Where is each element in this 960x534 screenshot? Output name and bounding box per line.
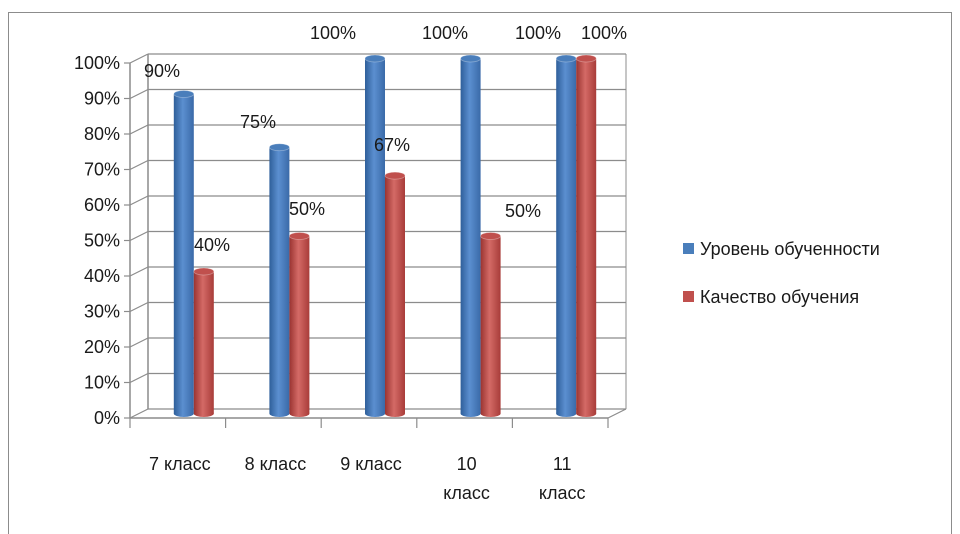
bar-bottom [556,410,577,417]
data-label: 40% [194,235,230,255]
legend-label: Качество обучения [700,287,859,307]
gridline-diag [129,53,149,64]
x-axis-ticks: 7 класс 8 класс 9 класс 10 класс 11 класс [149,454,586,503]
gridline-diag [129,301,149,313]
y-tick-label: 60% [84,195,120,215]
bar-top [460,54,482,63]
bar [173,90,195,417]
bar-bottom [460,410,481,417]
bar [268,143,290,417]
y-tick-label: 20% [84,337,120,357]
data-label: 75% [240,112,276,132]
floor-right [607,408,627,419]
x-tick-label: 9 класс [340,454,402,474]
data-label: 100% [515,23,561,43]
bar-body [269,147,290,414]
x-tick-line: 8 класс [245,454,307,474]
bar-body [576,58,597,414]
bar-body [556,58,577,414]
data-label: 90% [144,61,180,81]
gridline-diag [129,88,149,100]
bar-top [384,171,406,180]
gridline-diag [129,266,149,277]
chart-frame [8,12,952,534]
bar [384,171,406,417]
bar-top [480,232,502,240]
x-tick-label: 7 класс [149,454,211,474]
bar-body [173,94,194,414]
bar-body [480,236,501,414]
y-tick-label: 70% [84,160,120,180]
gridline-diag [129,230,149,242]
x-tick-line: 11 [553,454,572,474]
bar [555,54,577,417]
data-label: 100% [581,23,627,43]
bar-top [364,54,386,63]
bar [460,54,482,417]
gridline-diag [129,159,149,171]
x-tick-line: класс [539,483,586,503]
bar-body [385,175,405,414]
x-tick-label: 8 класс [245,454,307,474]
y-tick-label: 80% [84,124,120,144]
bar-bottom [385,410,405,417]
bar-bottom [480,410,501,417]
gridline-diag [129,337,149,348]
gridline-diag [129,195,149,206]
y-axis-ticks: 0% 10% 20% 30% 40% 50% 60% 70% 80% 90% 100% [74,53,120,428]
bar-body [460,58,481,414]
bar [575,54,597,417]
bar-bottom [365,410,385,417]
y-tick-label: 10% [84,373,120,393]
bars [173,54,597,417]
bar-top [555,54,577,63]
y-tick-label: 50% [84,231,120,251]
legend-swatch [683,243,694,254]
data-label: 50% [289,199,325,219]
x-tick-line: 7 класс [149,454,211,474]
y-tick-label: 0% [94,408,120,428]
bar-body [193,271,214,414]
x-tick-line: 9 класс [340,454,402,474]
x-tick-label: 11 класс [539,454,586,503]
bar-body [365,58,385,414]
bar-bottom [269,410,290,417]
bar-bottom [289,410,310,417]
bar-top [173,90,195,98]
bar-bottom [173,410,194,417]
data-label: 50% [505,201,541,221]
bar-top [288,232,310,240]
bar [193,267,215,417]
bar-top [193,267,215,276]
x-tick-line: 10 [457,454,477,474]
x-tick-line: класс [443,483,490,503]
y-tick-label: 40% [84,266,120,286]
bar [288,232,310,417]
legend-swatch [683,291,694,302]
legend: Уровень обученности Качество обучения [683,239,880,307]
x-tick-label: 10 класс [443,454,490,503]
legend-label: Уровень обученности [700,239,880,259]
data-label: 100% [310,23,356,43]
data-label: 67% [374,135,410,155]
bar-bottom [193,410,214,417]
bar-top [268,143,290,152]
bar-top [575,54,597,63]
bar [364,54,386,417]
y-tick-label: 90% [84,89,120,109]
bar [480,232,502,417]
gridline-diag [129,408,149,419]
data-label: 100% [422,23,468,43]
gridline-diag [129,124,149,135]
y-tick-label: 30% [84,302,120,322]
bar-bottom [576,410,597,417]
y-tick-label: 100% [74,53,120,73]
gridline-diag [129,372,149,384]
bar-body [289,236,310,414]
data-labels: 90% 75% 100% 100% 100% 40% 50% 67% 50% 100% [144,23,627,255]
